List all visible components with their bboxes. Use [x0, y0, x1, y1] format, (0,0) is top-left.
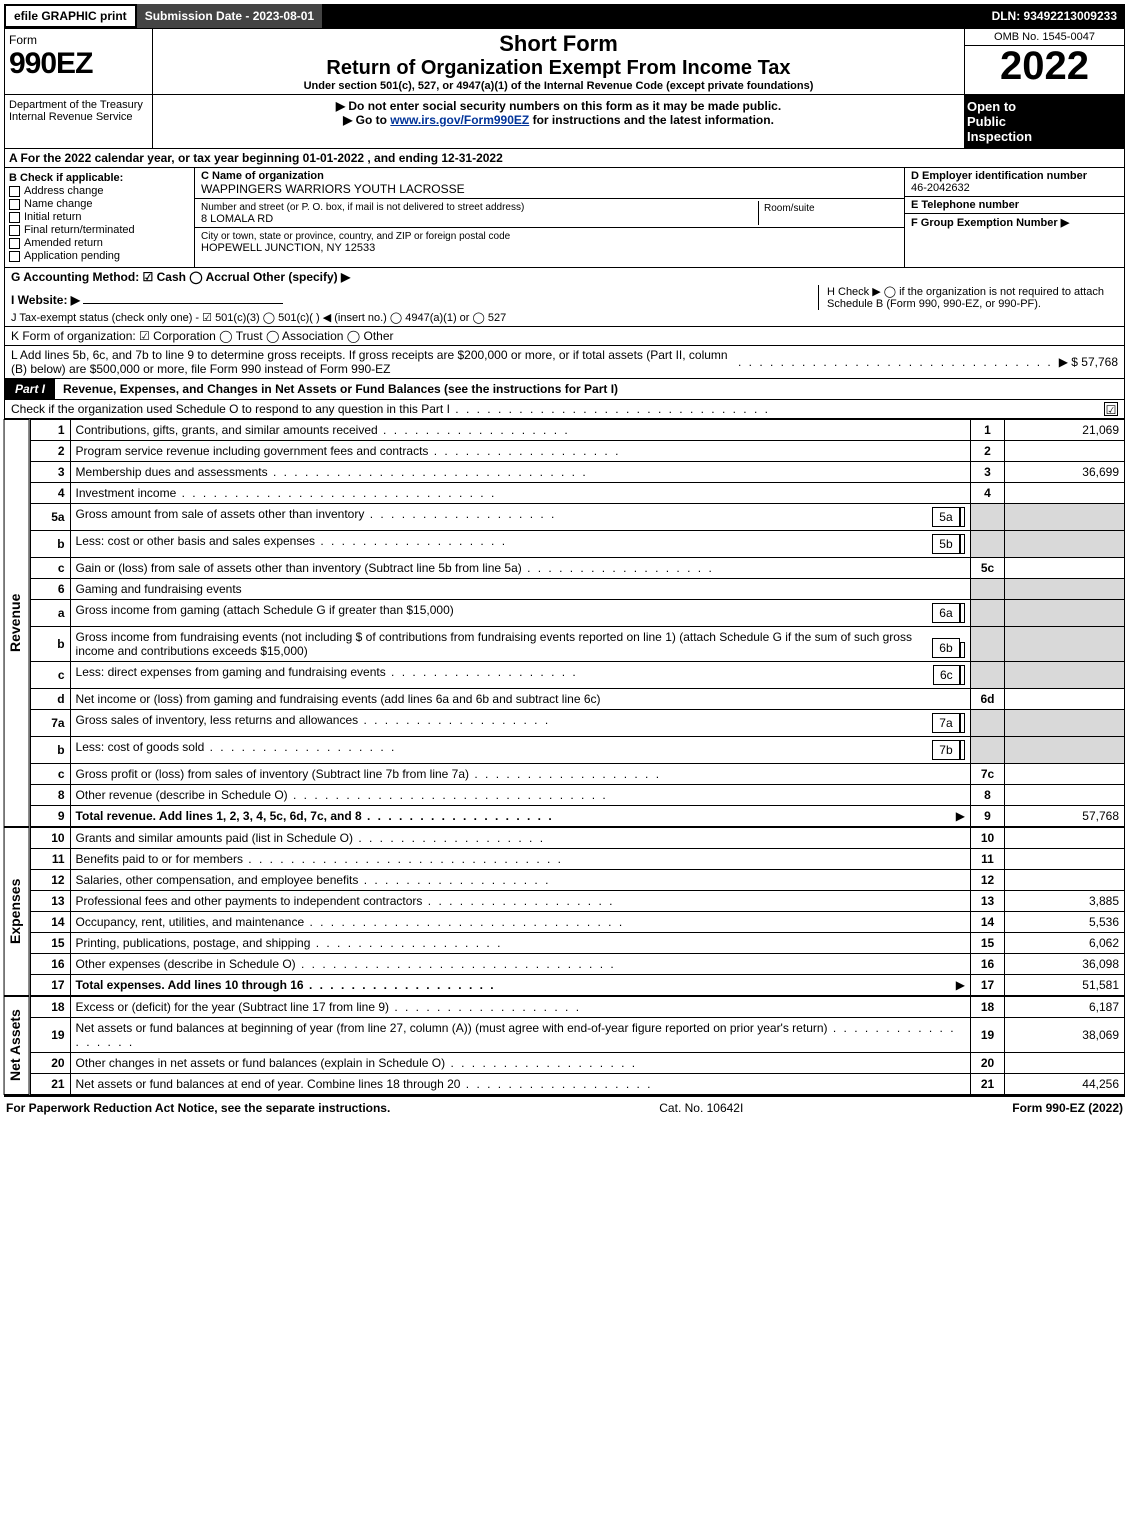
no-ssn-text: ▶ Do not enter social security numbers o…	[157, 99, 960, 113]
header-instructions: ▶ Do not enter social security numbers o…	[153, 95, 964, 148]
room-suite: Room/suite	[758, 201, 898, 225]
efile-label[interactable]: efile GRAPHIC print	[4, 4, 137, 28]
street-label: Number and street (or P. O. box, if mail…	[201, 202, 524, 213]
org-name: WAPPINGERS WARRIORS YOUTH LACROSSE	[201, 182, 465, 196]
header-row2: Department of the Treasury Internal Reve…	[4, 95, 1125, 149]
c-street-block: Number and street (or P. O. box, if mail…	[195, 199, 904, 228]
chk-final[interactable]: Final return/terminated	[9, 224, 190, 236]
g-accounting: G Accounting Method: ☑ Cash ◯ Accrual Ot…	[11, 270, 818, 284]
expenses-table: 10Grants and similar amounts paid (list …	[30, 827, 1125, 996]
part1-checkmark: ☑	[1104, 402, 1118, 416]
part1-tag: Part I	[5, 379, 55, 399]
form-number: 990EZ	[9, 47, 148, 81]
top-bar: efile GRAPHIC print Submission Date - 20…	[4, 4, 1125, 28]
goto-line: ▶ Go to www.irs.gov/Form990EZ for instru…	[157, 113, 960, 127]
d-label: D Employer identification number	[911, 170, 1087, 182]
section-c: C Name of organization WAPPINGERS WARRIO…	[195, 168, 904, 267]
street-value: 8 LOMALA RD	[201, 213, 273, 225]
expenses-section: Expenses 10Grants and similar amounts pa…	[4, 827, 1125, 996]
expenses-sidelabel: Expenses	[4, 827, 30, 996]
city-value: HOPEWELL JUNCTION, NY 12533	[201, 242, 375, 254]
section-b: B Check if applicable: Address change Na…	[5, 168, 195, 267]
open1: Open to	[967, 99, 1122, 114]
goto-post: for instructions and the latest informat…	[529, 113, 774, 127]
part1-bar: Part I Revenue, Expenses, and Changes in…	[4, 379, 1125, 400]
city-label: City or town, state or province, country…	[201, 231, 510, 242]
h-schedule-b: H Check ▶ ◯ if the organization is not r…	[818, 285, 1118, 310]
topbar-spacer	[322, 4, 983, 28]
open3: Inspection	[967, 129, 1122, 144]
revenue-table: 1Contributions, gifts, grants, and simil…	[30, 419, 1125, 827]
netassets-sidelabel: Net Assets	[4, 996, 30, 1095]
open-to-public: Open to Public Inspection	[965, 95, 1124, 148]
part1-check: Check if the organization used Schedule …	[4, 400, 1125, 419]
footer-right: Form 990-EZ (2022)	[1012, 1101, 1123, 1115]
dln-label: DLN: 93492213009233	[984, 4, 1125, 28]
f-group: F Group Exemption Number ▶	[905, 214, 1124, 231]
chk-pending[interactable]: Application pending	[9, 250, 190, 262]
revenue-sidelabel: Revenue	[4, 419, 30, 827]
netassets-section: Net Assets 18Excess or (deficit) for the…	[4, 996, 1125, 1095]
submission-date: Submission Date - 2023-08-01	[137, 4, 322, 28]
under-section: Under section 501(c), 527, or 4947(a)(1)…	[159, 80, 958, 92]
d-ein-block: D Employer identification number 46-2042…	[905, 168, 1124, 197]
return-title: Return of Organization Exempt From Incom…	[159, 57, 958, 80]
chk-initial[interactable]: Initial return	[9, 211, 190, 223]
footer-left: For Paperwork Reduction Act Notice, see …	[6, 1101, 390, 1115]
line-g-h: G Accounting Method: ☑ Cash ◯ Accrual Ot…	[4, 268, 1125, 327]
short-form-title: Short Form	[159, 31, 958, 57]
c-name-block: C Name of organization WAPPINGERS WARRIO…	[195, 168, 904, 199]
irs-link[interactable]: www.irs.gov/Form990EZ	[390, 113, 529, 127]
department-label: Department of the Treasury Internal Reve…	[5, 95, 153, 148]
page-footer: For Paperwork Reduction Act Notice, see …	[4, 1095, 1125, 1119]
part1-checktext: Check if the organization used Schedule …	[11, 402, 770, 416]
l-dots	[738, 355, 1053, 369]
l-amount: ▶ $ 57,768	[1059, 355, 1118, 369]
chk-address[interactable]: Address change	[9, 185, 190, 197]
header-mid: Short Form Return of Organization Exempt…	[153, 29, 964, 94]
line-l: L Add lines 5b, 6c, and 7b to line 9 to …	[4, 346, 1125, 379]
ein-value: 46-2042632	[911, 182, 970, 194]
section-d: D Employer identification number 46-2042…	[904, 168, 1124, 267]
chk-name[interactable]: Name change	[9, 198, 190, 210]
netassets-table: 18Excess or (deficit) for the year (Subt…	[30, 996, 1125, 1095]
revenue-section: Revenue 1Contributions, gifts, grants, a…	[4, 419, 1125, 827]
e-phone: E Telephone number	[905, 197, 1124, 214]
c-label: C Name of organization	[201, 170, 324, 182]
section-a: A For the 2022 calendar year, or tax yea…	[4, 149, 1125, 168]
tax-year: 2022	[965, 46, 1124, 86]
open-public-box: Open to Public Inspection	[964, 95, 1124, 148]
l-text: L Add lines 5b, 6c, and 7b to line 9 to …	[11, 348, 738, 376]
chk-amended[interactable]: Amended return	[9, 237, 190, 249]
line-k: K Form of organization: ☑ Corporation ◯ …	[4, 327, 1125, 346]
part1-title: Revenue, Expenses, and Changes in Net As…	[55, 379, 626, 399]
form-word: Form	[9, 33, 148, 47]
website-input[interactable]	[83, 290, 283, 304]
i-website: I Website: ▶	[11, 293, 80, 307]
header-left: Form 990EZ	[5, 29, 153, 94]
c-city-block: City or town, state or province, country…	[195, 228, 904, 256]
org-info-grid: B Check if applicable: Address change Na…	[4, 168, 1125, 268]
goto-pre: ▶ Go to	[343, 113, 390, 127]
form-header: Form 990EZ Short Form Return of Organiza…	[4, 28, 1125, 95]
open2: Public	[967, 114, 1122, 129]
header-right: OMB No. 1545-0047 2022	[964, 29, 1124, 94]
footer-mid: Cat. No. 10642I	[659, 1101, 743, 1115]
j-taxexempt: J Tax-exempt status (check only one) - ☑…	[11, 311, 818, 324]
b-title: B Check if applicable:	[9, 172, 190, 184]
